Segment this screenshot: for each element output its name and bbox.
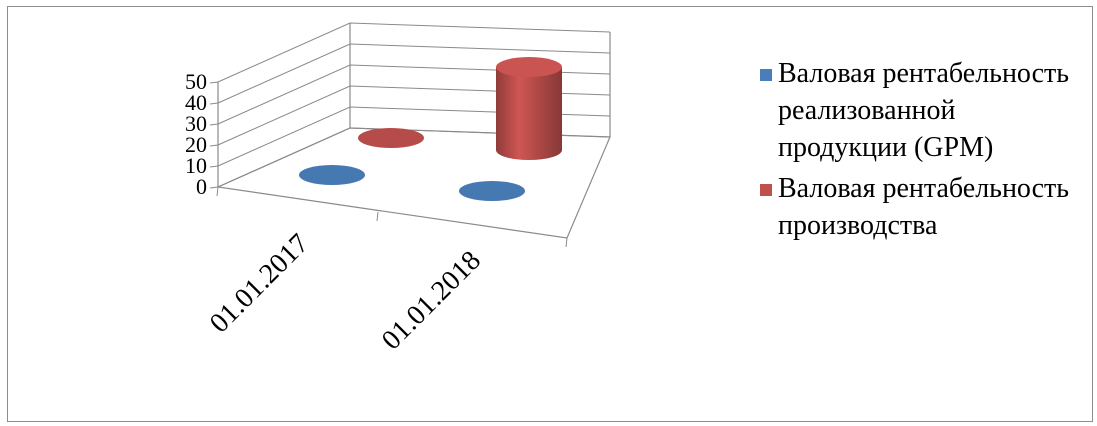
legend-swatch-gpm [760,69,772,81]
gridline [217,43,611,104]
x-tick-mark [216,186,219,197]
chart-bars [299,57,562,201]
bar-body [496,67,562,160]
y-tick-mark [209,123,219,126]
legend-item-gpm: Валовая рентабельность реализованной про… [760,55,1090,166]
y-tick-mark [209,144,219,147]
y-tick-label: 30 [185,111,207,136]
legend-item-production: Валовая рентабельность производства [760,170,1090,244]
x-category-label: 01.01.2017 [204,228,315,339]
bar-production-01.01.2017 [358,128,424,148]
y-tick-label: 20 [185,132,207,157]
legend-label-gpm: Валовая рентабельность реализованной про… [778,58,1070,163]
y-tick-label: 40 [185,90,207,115]
bar-disc [299,165,365,185]
x-category-label: 01.01.2018 [376,245,487,356]
y-tick-label: 0 [196,174,207,199]
y-tick-mark [209,81,219,84]
y-tick-mark [209,165,219,168]
gridline [217,22,611,83]
y-tick-mark [209,102,219,105]
bar-gpm-01.01.2017 [299,165,365,185]
y-tick-mark [209,186,219,189]
x-axis-labels: 01.01.2017 01.01.2018 [204,228,487,356]
legend-swatch-production [760,184,772,196]
bar-disc [459,181,525,201]
bar-gpm-01.01.2018 [459,181,525,201]
x-tick-mark [376,211,379,222]
x-tick-mark [565,237,568,248]
legend: Валовая рентабельность реализованной про… [760,55,1090,248]
bar-disc [358,128,424,148]
y-tick-label: 50 [185,69,207,94]
y-tick-label: 10 [185,153,207,178]
legend-label-production: Валовая рентабельность производства [778,173,1070,241]
bar-production-01.01.2018 [496,57,562,160]
bar-top [496,57,562,78]
